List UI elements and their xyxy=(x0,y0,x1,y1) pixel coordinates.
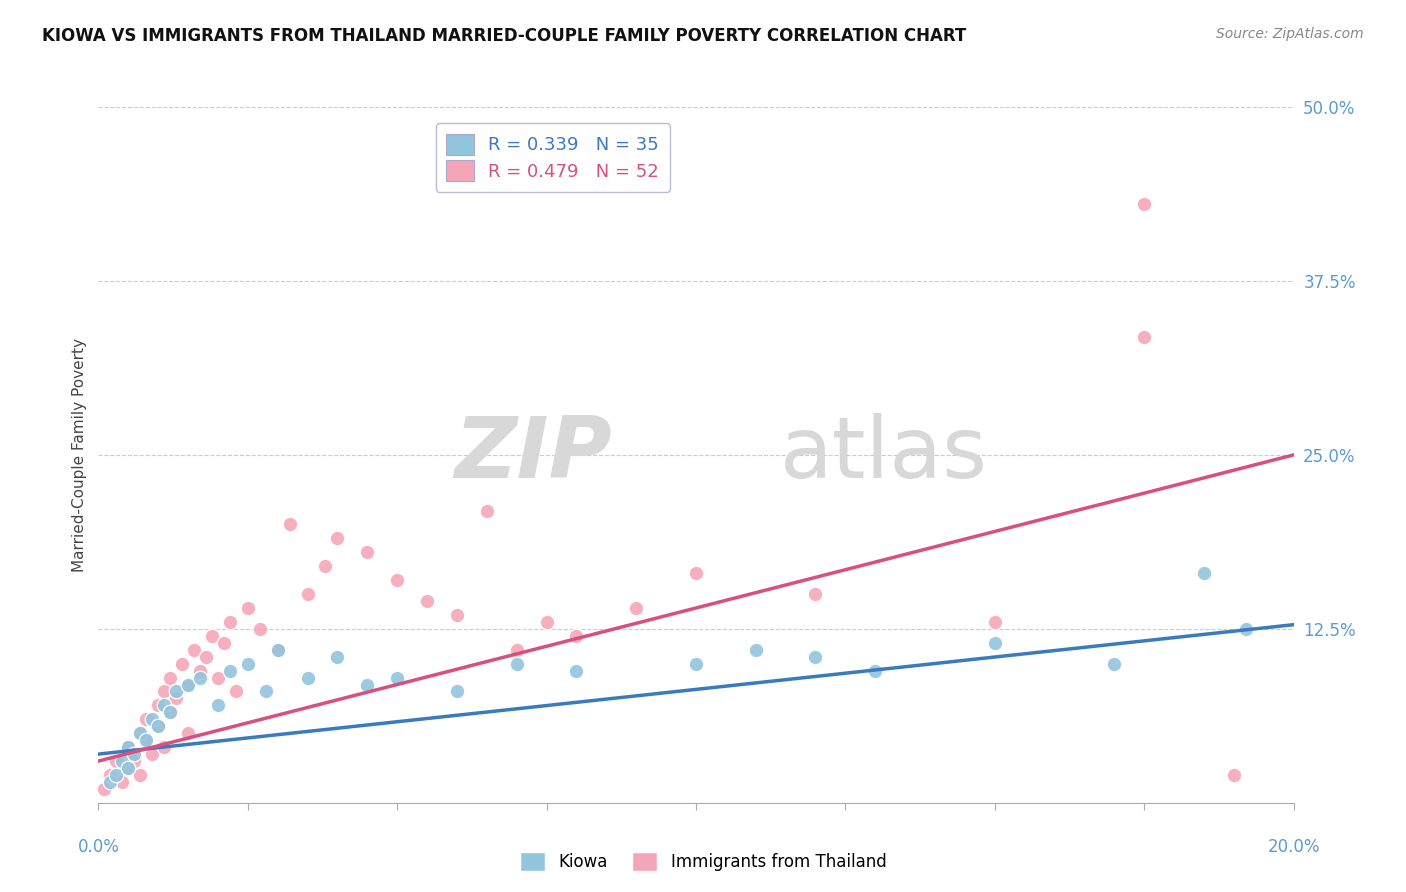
Point xyxy=(135,712,157,726)
Point xyxy=(129,726,152,740)
Point xyxy=(148,698,170,713)
Point xyxy=(326,532,349,546)
Point xyxy=(267,642,290,657)
Point xyxy=(98,768,122,782)
Point xyxy=(278,517,301,532)
Point xyxy=(165,684,187,698)
Point xyxy=(356,545,378,559)
Text: ZIP: ZIP xyxy=(454,413,612,497)
Point xyxy=(297,587,319,601)
Point xyxy=(177,726,200,740)
Point xyxy=(111,754,134,768)
Point xyxy=(165,691,187,706)
Point xyxy=(1102,657,1125,671)
Text: KIOWA VS IMMIGRANTS FROM THAILAND MARRIED-COUPLE FAMILY POVERTY CORRELATION CHAR: KIOWA VS IMMIGRANTS FROM THAILAND MARRIE… xyxy=(42,27,966,45)
Point xyxy=(983,615,1005,629)
Point xyxy=(172,657,194,671)
Point xyxy=(475,503,498,517)
Point xyxy=(385,671,409,685)
Point xyxy=(93,781,115,796)
Point xyxy=(236,657,259,671)
Point xyxy=(804,649,827,664)
Text: 0.0%: 0.0% xyxy=(77,838,120,856)
Point xyxy=(117,761,139,775)
Point xyxy=(117,740,139,755)
Point xyxy=(124,747,146,761)
Point xyxy=(177,677,200,691)
Point xyxy=(129,768,152,782)
Point xyxy=(225,684,247,698)
Point xyxy=(153,740,176,755)
Text: 20.0%: 20.0% xyxy=(1267,838,1320,856)
Point xyxy=(356,677,378,691)
Point xyxy=(416,594,439,608)
Point xyxy=(863,664,886,678)
Point xyxy=(297,671,319,685)
Point xyxy=(148,719,170,733)
Point xyxy=(536,615,558,629)
Point xyxy=(565,629,588,643)
Point xyxy=(159,671,181,685)
Point xyxy=(1192,566,1215,581)
Point xyxy=(624,601,647,615)
Point xyxy=(194,649,218,664)
Point xyxy=(685,657,707,671)
Point xyxy=(314,559,337,574)
Point xyxy=(1133,329,1156,343)
Text: atlas: atlas xyxy=(779,413,987,497)
Point xyxy=(506,657,529,671)
Point xyxy=(685,566,707,581)
Point xyxy=(236,601,259,615)
Point xyxy=(212,636,235,650)
Point xyxy=(326,649,349,664)
Legend: Kiowa, Immigrants from Thailand: Kiowa, Immigrants from Thailand xyxy=(512,843,894,880)
Point xyxy=(1133,197,1156,211)
Point xyxy=(254,684,277,698)
Point xyxy=(141,747,163,761)
Point xyxy=(177,677,200,691)
Point xyxy=(506,642,529,657)
Point xyxy=(141,712,163,726)
Point xyxy=(188,664,211,678)
Point xyxy=(188,671,211,685)
Point xyxy=(745,642,768,657)
Legend: R = 0.339   N = 35, R = 0.479   N = 52: R = 0.339 N = 35, R = 0.479 N = 52 xyxy=(436,123,669,192)
Point xyxy=(105,754,128,768)
Point xyxy=(385,573,409,587)
Point xyxy=(117,740,139,755)
Point xyxy=(219,664,242,678)
Point xyxy=(207,671,229,685)
Point xyxy=(1234,622,1257,636)
Point xyxy=(135,733,157,747)
Point xyxy=(135,733,157,747)
Point xyxy=(1222,768,1246,782)
Point xyxy=(105,768,128,782)
Point xyxy=(565,664,588,678)
Point xyxy=(153,684,176,698)
Point xyxy=(219,615,242,629)
Point xyxy=(98,775,122,789)
Point xyxy=(148,719,170,733)
Point xyxy=(129,726,152,740)
Point xyxy=(111,775,134,789)
Point xyxy=(446,607,468,622)
Point xyxy=(804,587,827,601)
Point xyxy=(201,629,224,643)
Point xyxy=(207,698,229,713)
Point xyxy=(153,698,176,713)
Text: Source: ZipAtlas.com: Source: ZipAtlas.com xyxy=(1216,27,1364,41)
Point xyxy=(124,754,146,768)
Y-axis label: Married-Couple Family Poverty: Married-Couple Family Poverty xyxy=(72,338,87,572)
Point xyxy=(117,761,139,775)
Point xyxy=(249,622,271,636)
Point xyxy=(159,706,181,720)
Point xyxy=(183,642,205,657)
Point xyxy=(267,642,290,657)
Point xyxy=(983,636,1005,650)
Point xyxy=(159,706,181,720)
Point xyxy=(446,684,468,698)
